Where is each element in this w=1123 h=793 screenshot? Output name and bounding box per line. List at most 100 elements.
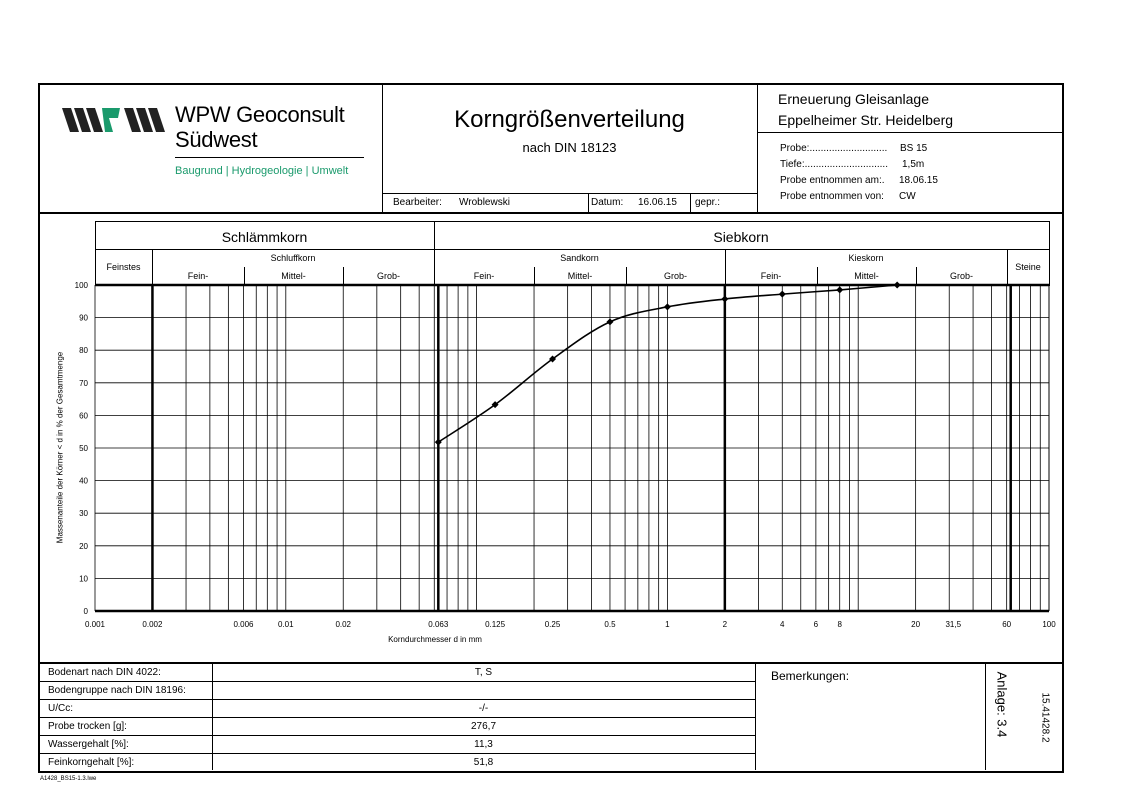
logo-rule [175, 157, 364, 158]
x-tick-label: 0.02 [335, 620, 351, 629]
divider [382, 83, 383, 213]
feinstes-label: Feinstes [106, 262, 141, 272]
kieskorn-label: Kieskorn [848, 253, 884, 263]
divider [244, 267, 245, 285]
data-point [836, 286, 844, 294]
divider [916, 267, 917, 285]
y-tick-label: 100 [75, 281, 89, 290]
table-row-value: T, S [474, 667, 493, 678]
table-row-value: 51,8 [473, 757, 494, 768]
divider [755, 663, 756, 770]
divider [690, 193, 691, 212]
tiefe-label: Tiefe:.............................. [780, 159, 888, 170]
company-name-2: Südwest [175, 127, 258, 152]
row-divider [38, 681, 755, 682]
entnommen-von-value: CW [899, 191, 916, 202]
row-divider [38, 753, 755, 754]
x-tick-label: 1 [665, 620, 670, 629]
x-tick-label: 8 [837, 620, 842, 629]
sandkorn-label: Sandkorn [560, 253, 599, 263]
document-frame [38, 83, 1064, 773]
data-point [893, 281, 901, 289]
x-tick-label: 0.063 [428, 620, 449, 629]
kies-mittel-label: Mittel- [854, 271, 879, 281]
row-divider [38, 735, 755, 736]
divider [757, 132, 1062, 133]
divider [152, 249, 153, 285]
divider [817, 267, 818, 285]
x-tick-label: 6 [814, 620, 819, 629]
divider [343, 267, 344, 285]
schlaemmkorn-label: Schlämmkorn [221, 229, 308, 245]
divider [1007, 249, 1008, 285]
probe-label: Probe:............................ [780, 143, 888, 154]
schluffkorn-label: Schluffkorn [270, 253, 316, 263]
y-tick-label: 20 [79, 542, 88, 551]
table-row-label: Feinkorngehalt [%]: [48, 757, 135, 768]
y-axis-label: Massenanteile der Körner < d in % der Ge… [55, 351, 65, 544]
footer-filename: A1428_BS15-1.3.lwe [40, 776, 97, 782]
data-point [434, 438, 442, 446]
table-divider [38, 662, 1062, 664]
classification-header [95, 221, 1050, 286]
row-divider [38, 699, 755, 700]
schluff-grob-label: Grob- [376, 271, 400, 281]
table-row-label: U/Cc: [48, 703, 73, 714]
project-name: Erneuerung Gleisanlage [778, 91, 929, 107]
divider [985, 663, 986, 770]
y-tick-label: 60 [79, 411, 88, 420]
table-row-label: Bodenart nach DIN 4022: [48, 667, 161, 678]
datum-label: Datum: [591, 197, 624, 208]
divider [212, 663, 213, 770]
data-point [721, 295, 729, 303]
remarks-label: Bemerkungen: [771, 669, 850, 683]
project-location: Eppelheimer Str. Heidelberg [778, 112, 954, 128]
company-logo-icon [62, 108, 165, 132]
y-tick-label: 80 [79, 346, 88, 355]
divider [434, 221, 435, 285]
kies-fein-label: Fein- [760, 271, 782, 281]
data-point [549, 355, 557, 363]
project-number: 15.41428.2 [1039, 692, 1051, 743]
data-point [491, 401, 499, 409]
bearbeiter-value: Wroblewski [459, 197, 510, 208]
table-row-label: Probe trocken [g]: [48, 721, 127, 732]
anlage-label: Anlage: 3.4 [994, 671, 1010, 738]
datum-value: 16.06.15 [638, 197, 677, 208]
entnommen-am-label: Probe entnommen am:. [780, 175, 885, 186]
x-tick-label: 31,5 [945, 620, 961, 629]
siebkorn-label: Siebkorn [713, 229, 769, 245]
schluff-mittel-label: Mittel- [281, 271, 306, 281]
company-tagline: Baugrund | Hydrogeologie | Umwelt [175, 165, 349, 177]
divider [534, 267, 535, 285]
data-point [663, 303, 671, 311]
x-tick-label: 100 [1042, 620, 1056, 629]
y-tick-label: 90 [79, 314, 88, 323]
y-tick-label: 50 [79, 444, 88, 453]
table-row-value: 276,7 [470, 721, 497, 732]
x-tick-label: 4 [780, 620, 785, 629]
tiefe-value: 1,5m [902, 159, 925, 170]
gepr-label: gepr.: [695, 197, 721, 208]
table-row-label: Bodengruppe nach DIN 18196: [48, 685, 186, 696]
table-row-label: Wassergehalt [%]: [48, 739, 129, 750]
y-tick-label: 70 [79, 379, 88, 388]
table-row-value: -/- [478, 703, 489, 714]
page-title: Korngrößenverteilung [454, 106, 685, 133]
divider [382, 193, 757, 194]
y-tick-label: 0 [84, 607, 89, 616]
company-name: WPW Geoconsult [175, 102, 345, 127]
divider [757, 83, 758, 213]
row-divider [38, 717, 755, 718]
divider [588, 193, 589, 212]
page-subtitle: nach DIN 18123 [522, 140, 617, 155]
divider [626, 267, 627, 285]
x-tick-label: 60 [1002, 620, 1011, 629]
data-point [606, 318, 614, 326]
x-tick-label: 0.006 [233, 620, 254, 629]
sand-mittel-label: Mittel- [567, 271, 593, 281]
x-tick-label: 0.002 [142, 620, 163, 629]
schluff-fein-label: Fein- [187, 271, 209, 281]
y-tick-label: 30 [79, 509, 88, 518]
kies-grob-label: Grob- [949, 271, 973, 281]
